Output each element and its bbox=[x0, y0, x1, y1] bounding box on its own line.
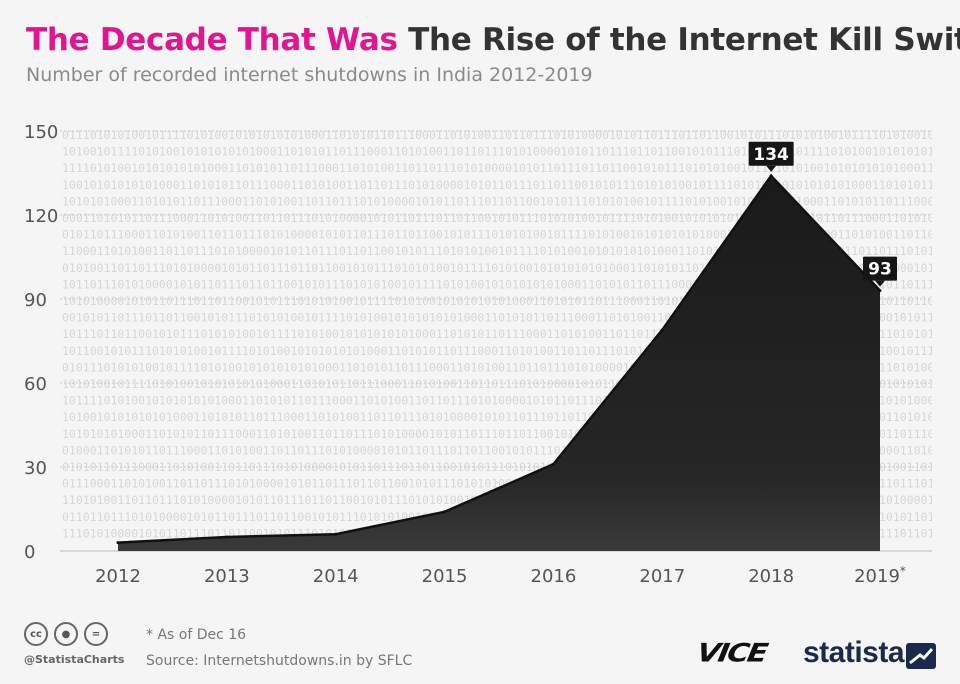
data-point bbox=[660, 328, 664, 332]
binary-row: 0101101110001101010011011011101010000101… bbox=[62, 228, 960, 242]
y-tick-label: 30 bbox=[24, 458, 47, 479]
y-tick-label: 60 bbox=[24, 374, 47, 395]
x-tick-label: 2013 bbox=[204, 566, 250, 587]
source-text: Source: Internetshutdowns.in by SFLC bbox=[146, 653, 413, 669]
binary-row: 1111010100101010101010001101010110111000… bbox=[62, 161, 960, 175]
cc-icon: cc bbox=[24, 622, 48, 646]
statista-logo-mark bbox=[906, 643, 936, 669]
data-label-text: 93 bbox=[868, 260, 892, 280]
axis-labels: 0 30 60 90 120 150 2012 2013 2014 2015 2016 2017 201… bbox=[24, 122, 906, 587]
y-tick-label: 150 bbox=[24, 122, 58, 143]
x-tick-label: 2019* bbox=[854, 564, 906, 587]
binary-row: 0111010101001011110101001010101010100011… bbox=[62, 128, 960, 142]
chart-title: The Decade That Was The Rise of the Inte… bbox=[26, 22, 960, 58]
statista-logo: statista bbox=[803, 636, 905, 669]
title-main: The Rise of the Internet Kill Switch bbox=[408, 22, 960, 58]
binary-row: 1010010111101010010101010101000110101011… bbox=[62, 145, 960, 159]
license-icons: cc ● = bbox=[24, 622, 108, 646]
y-tick-label: 120 bbox=[24, 206, 58, 227]
y-tick-label: 90 bbox=[24, 290, 47, 311]
x-tick-label: 2017 bbox=[639, 566, 685, 587]
data-label: 134 bbox=[748, 141, 794, 172]
data-point bbox=[334, 532, 338, 536]
data-point bbox=[769, 174, 773, 178]
x-tick-label: 2012 bbox=[95, 566, 141, 587]
chart-subtitle: Number of recorded internet shutdowns in… bbox=[26, 64, 593, 86]
equals-icon: = bbox=[84, 622, 108, 646]
x-tick-label: 2018 bbox=[748, 566, 794, 587]
footnote: * As of Dec 16 bbox=[146, 627, 247, 643]
data-point bbox=[878, 289, 882, 293]
binary-row: 1001010101010100011010101101110001101010… bbox=[62, 178, 960, 192]
title-highlight: The Decade That Was bbox=[26, 22, 398, 58]
x-tick-label: 2015 bbox=[422, 566, 468, 587]
x-tick-label: 2014 bbox=[313, 566, 359, 587]
data-point bbox=[116, 541, 120, 545]
data-point bbox=[443, 510, 447, 514]
data-label-text: 134 bbox=[753, 145, 789, 165]
data-point bbox=[551, 462, 555, 466]
binary-row: 1010101000110101011011100011010100110110… bbox=[62, 194, 960, 208]
x-tick-label: 2016 bbox=[531, 566, 577, 587]
data-label: 93 bbox=[863, 256, 897, 287]
statista-handle: @StatistaCharts bbox=[24, 653, 125, 666]
series-area-fill bbox=[118, 175, 880, 552]
data-point bbox=[225, 535, 229, 539]
series-area bbox=[116, 173, 882, 552]
binary-row: 0001101010110111000110101001101101110101… bbox=[62, 211, 960, 225]
person-icon: ● bbox=[54, 622, 78, 646]
vice-logo: VICE bbox=[694, 638, 769, 669]
y-tick-label: 0 bbox=[24, 542, 35, 563]
series-line bbox=[117, 173, 881, 544]
